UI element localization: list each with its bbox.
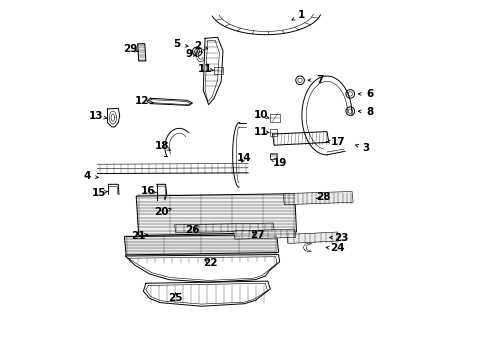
Text: 9: 9: [185, 49, 192, 59]
Polygon shape: [174, 223, 274, 233]
Text: 21: 21: [131, 231, 145, 240]
Text: 16: 16: [140, 186, 155, 197]
Text: 22: 22: [203, 258, 217, 268]
Text: 1: 1: [298, 10, 305, 20]
Text: 20: 20: [154, 207, 168, 217]
Text: 27: 27: [249, 230, 264, 239]
Text: 8: 8: [366, 107, 373, 117]
Text: 11: 11: [198, 64, 212, 74]
Text: 12: 12: [135, 96, 149, 106]
Text: 15: 15: [92, 188, 106, 198]
Text: 7: 7: [315, 75, 323, 85]
Polygon shape: [286, 232, 338, 243]
Polygon shape: [283, 192, 352, 205]
Polygon shape: [124, 234, 278, 255]
Polygon shape: [233, 229, 295, 239]
Text: 17: 17: [330, 138, 345, 147]
Text: 24: 24: [330, 243, 345, 253]
Text: 14: 14: [237, 153, 251, 163]
Polygon shape: [137, 44, 145, 61]
Text: 10: 10: [253, 111, 267, 121]
Text: 13: 13: [88, 111, 102, 121]
Text: 26: 26: [185, 225, 199, 235]
Text: 29: 29: [123, 44, 137, 54]
Text: 23: 23: [333, 233, 348, 243]
Text: 2: 2: [194, 41, 201, 50]
Text: 4: 4: [83, 171, 90, 181]
Text: 3: 3: [362, 143, 369, 153]
Text: 19: 19: [273, 158, 287, 168]
Text: 11: 11: [253, 127, 267, 136]
Text: 5: 5: [172, 39, 180, 49]
Text: 25: 25: [168, 293, 183, 303]
Text: 28: 28: [316, 192, 330, 202]
Text: 6: 6: [366, 89, 373, 99]
Polygon shape: [136, 194, 296, 235]
Text: 18: 18: [155, 141, 169, 151]
